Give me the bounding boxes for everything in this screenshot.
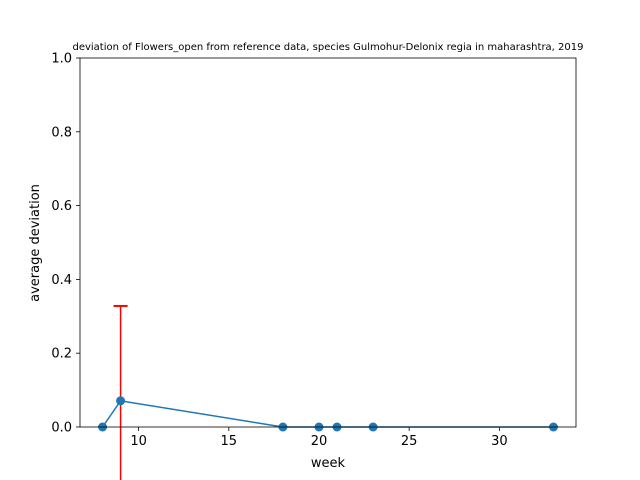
data-point xyxy=(116,396,126,406)
y-tick-label: 1.0 xyxy=(51,52,72,67)
chart-title: deviation of Flowers_open from reference… xyxy=(72,42,583,53)
y-tick-label: 0.0 xyxy=(51,421,72,436)
y-tick-label: 0.2 xyxy=(51,347,72,362)
plot-area: 10 15 20 25 30 0.0 0.2 0.4 0.6 0.8 1.0 xyxy=(51,52,577,480)
x-tick-label: 10 xyxy=(130,434,147,449)
x-axis-label: week xyxy=(311,456,346,471)
x-tick-label: 25 xyxy=(401,434,418,449)
y-axis-label: average deviation xyxy=(28,184,43,302)
y-tick-label: 0.6 xyxy=(51,199,72,214)
series-line xyxy=(101,399,554,428)
x-tick-label: 20 xyxy=(311,434,328,449)
y-tick-label: 0.8 xyxy=(51,125,72,140)
x-tick-label: 15 xyxy=(221,434,238,449)
axes-frame xyxy=(79,57,577,428)
x-tick-label: 30 xyxy=(491,434,508,449)
y-tick-label: 0.4 xyxy=(51,273,72,288)
